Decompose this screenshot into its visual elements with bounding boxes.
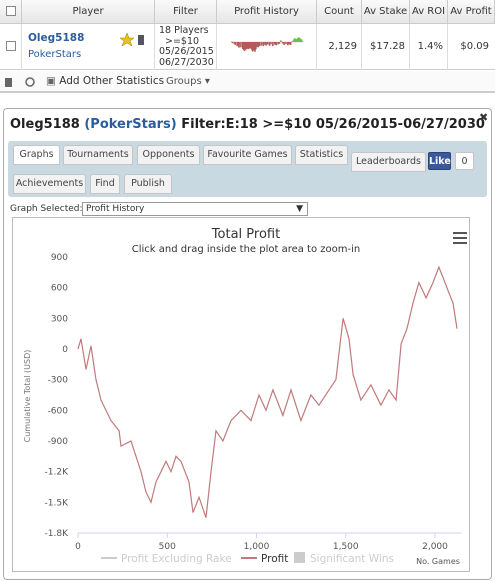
badge-icon	[138, 35, 144, 45]
star-icon	[120, 32, 135, 47]
select-all-checkbox[interactable]	[6, 6, 16, 16]
profit-history-cell	[217, 24, 317, 70]
add-stats-label: Add Other Statistics	[59, 75, 165, 87]
x-tick-label: 0	[75, 542, 81, 552]
legend-label[interactable]: Profit	[261, 553, 288, 565]
tab[interactable]: Find	[90, 174, 120, 194]
header-cell[interactable]: Profit History	[217, 0, 317, 24]
close-button[interactable]: ✖	[479, 111, 489, 124]
x-tick-label: 1,000	[244, 542, 270, 552]
menu-icon[interactable]	[453, 232, 467, 244]
filter-cell: 18 Players >=$10 05/26/2015 06/27/2030	[155, 24, 217, 70]
y-tick-label: -1.2K	[45, 468, 70, 478]
profit-line	[77, 265, 458, 518]
y-axis-label: Cumulative Total (USD)	[23, 350, 32, 443]
tab[interactable]: Achievements	[13, 174, 86, 194]
header-cell[interactable]: Player	[22, 0, 155, 24]
y-tick-label: -900	[48, 437, 69, 447]
delete-icon[interactable]	[5, 78, 12, 87]
sparkline	[231, 37, 303, 52]
y-tick-label: -1.8K	[45, 529, 70, 539]
filter-line: >=$10	[165, 35, 200, 47]
toolbar: ▣ Add Other Statistics Groups ▾	[0, 71, 495, 93]
player-name[interactable]: Oleg5188	[28, 32, 85, 44]
count-cell: 2,129	[317, 24, 362, 70]
y-tick-label: 600	[51, 284, 68, 294]
groups-button[interactable]: Groups ▾	[166, 76, 210, 87]
refresh-icon[interactable]	[25, 77, 35, 87]
av-roi-cell: 1.4%	[410, 24, 448, 70]
legend-symbol	[294, 552, 305, 563]
groups-label: Groups	[166, 76, 202, 87]
tab[interactable]: Leaderboards	[351, 152, 426, 172]
header-cell[interactable]: Av Stake	[362, 0, 410, 24]
panel-title: Oleg5188 (PokerStars) Filter:E:18 >=$10 …	[10, 117, 485, 132]
filter-line: 05/26/2015	[159, 46, 214, 57]
graph-select[interactable]: Profit History ▼	[82, 202, 308, 216]
panel-site: (PokerStars)	[84, 117, 177, 132]
filter-line: 18 Players	[159, 25, 209, 36]
header-cell[interactable]: Av ROI	[410, 0, 448, 24]
filter-line: 06/27/2030	[159, 56, 214, 68]
chart: Total Profit Click and drag inside the p…	[12, 217, 470, 572]
header-cell[interactable]: Av Profit	[448, 0, 495, 24]
header-cell	[0, 0, 22, 24]
panel-filter: Filter:E:18 >=$10 05/26/2015-06/27/2030	[181, 117, 485, 132]
player-icons	[120, 32, 144, 47]
y-tick-label: -600	[48, 406, 69, 416]
tab[interactable]: Opponents	[137, 145, 200, 165]
tab[interactable]: Tournaments	[63, 145, 133, 165]
row-cell	[0, 24, 22, 70]
tab[interactable]: Graphs	[13, 145, 60, 165]
y-tick-label: 300	[51, 314, 68, 324]
tab[interactable]: Publish	[124, 174, 172, 194]
player-cell: Oleg5188 PokerStars	[22, 24, 155, 70]
y-tick-label: 900	[51, 253, 68, 263]
y-tick-label: -300	[48, 376, 69, 386]
stats-table: Player Filter Profit History Count Av St…	[0, 0, 495, 70]
graph-selected-label: Graph Selected:	[10, 204, 83, 214]
tab[interactable]: Statistics	[295, 145, 348, 165]
chart-title: Total Profit	[211, 227, 280, 242]
x-tick-label: 500	[159, 542, 176, 552]
legend-label[interactable]: Significant Wins	[310, 553, 394, 565]
header-cell[interactable]: Filter	[155, 0, 217, 24]
av-stake-cell: $17.28	[362, 24, 410, 70]
graph-select-value: Profit History	[86, 204, 145, 214]
tab[interactable]: Favourite Games	[203, 145, 292, 165]
chart-subtitle: Click and drag inside the plot area to z…	[132, 244, 360, 255]
row-checkbox[interactable]	[6, 41, 16, 51]
player-site[interactable]: PokerStars	[28, 49, 82, 60]
y-tick-label: 0	[62, 345, 68, 355]
x-axis-label: No. Games	[416, 557, 460, 566]
panel-player: Oleg5188	[10, 117, 80, 132]
like-count: 0	[455, 152, 474, 170]
x-tick-label: 2,000	[422, 542, 448, 552]
add-stats-button[interactable]: ▣ Add Other Statistics	[46, 75, 165, 87]
y-tick-label: -1.5K	[45, 498, 70, 508]
av-profit-cell: $0.09	[460, 41, 489, 52]
legend-label[interactable]: Profit Excluding Rake	[121, 553, 232, 565]
like-button[interactable]: Like	[428, 152, 451, 170]
header-cell[interactable]: Count	[317, 0, 362, 24]
toolbar-icons	[5, 77, 35, 87]
x-tick-label: 1,500	[333, 542, 359, 552]
